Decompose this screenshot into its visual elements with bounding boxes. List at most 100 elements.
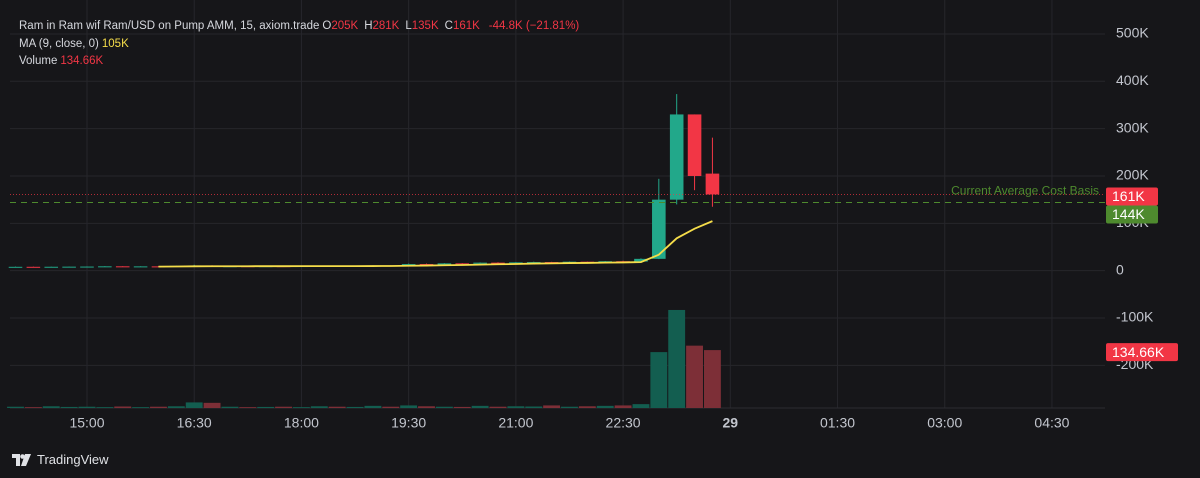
x-tick-label: 18:00	[284, 415, 319, 431]
x-tick-label: 21:00	[498, 415, 533, 431]
volume-bar	[435, 406, 453, 408]
legend-row: Ram in Ram wif Ram/USD on Pump AMM, 15, …	[19, 18, 582, 36]
candle-body	[151, 266, 166, 268]
volume-bar	[650, 352, 668, 408]
volume-bar	[96, 407, 114, 408]
candle-body	[687, 114, 702, 176]
volume-bar	[78, 406, 96, 408]
volume-bar	[578, 406, 596, 408]
y-tick-label: -100K	[1116, 309, 1154, 325]
ohlc-key: H	[364, 20, 373, 32]
candle-body	[419, 264, 434, 266]
candle-body	[80, 266, 94, 268]
logo	[12, 453, 31, 466]
y-tick-label: 200K	[1116, 167, 1149, 183]
volume-bar	[203, 402, 221, 408]
y-tick-label: 500K	[1116, 25, 1149, 41]
volume-bar	[471, 405, 489, 408]
candle-body	[509, 262, 523, 264]
volume-bar	[668, 309, 686, 408]
candle-body	[62, 266, 76, 268]
x-tick-label: 19:30	[391, 415, 426, 431]
volume-bar	[275, 406, 292, 408]
candle-body	[133, 266, 148, 268]
x-tick-label: 01:30	[820, 415, 855, 431]
volume-bar	[239, 407, 257, 408]
candle-body	[634, 258, 648, 262]
y-tick-label: 300K	[1116, 119, 1149, 135]
price-badge	[1106, 205, 1158, 224]
volume-bar	[132, 407, 150, 408]
x-tick-label: 16:30	[177, 415, 212, 431]
ohlc-value: 135K	[411, 20, 439, 32]
ohlc: O205K H281K L135K C161K	[322, 20, 485, 32]
volume-bar	[703, 350, 721, 408]
volume-bar	[686, 345, 703, 408]
candle-body	[8, 266, 23, 268]
change: -44.8K (−21.81%)	[488, 20, 580, 32]
ma-label: MA (9, close, 0)	[19, 37, 99, 50]
footer: TradingView	[12, 452, 109, 467]
volume-bar	[364, 405, 382, 408]
volume-bar	[453, 406, 471, 408]
y-tick-label: 0	[1116, 261, 1124, 277]
candle-body	[115, 266, 130, 268]
ohlc-value: 161K	[452, 20, 480, 32]
price-badge-label: 134.66K	[1112, 344, 1165, 360]
volume-bar	[614, 405, 632, 408]
volume-bar	[382, 406, 400, 408]
ohlc-key: O	[322, 20, 332, 32]
ma-line	[158, 220, 713, 268]
volume-bar	[292, 407, 310, 408]
volume-bar	[346, 406, 364, 408]
volume-bar	[328, 406, 346, 408]
chart-title: Ram in Ram wif Ram/USD on Pump AMM, 15, …	[19, 20, 320, 32]
volume-bar	[60, 406, 78, 408]
volume-bar	[507, 406, 525, 408]
volume-label: Volume	[19, 55, 58, 67]
volume-bar	[114, 406, 132, 408]
volume-bar	[418, 406, 435, 408]
price-badge	[1106, 187, 1158, 206]
ohlc-value: 281K	[372, 20, 400, 32]
volume-bar	[24, 407, 42, 408]
x-tick-label: 03:00	[927, 415, 962, 431]
candle-body	[652, 199, 666, 259]
volume-bar	[167, 406, 185, 408]
volume-bar	[561, 406, 578, 408]
volume-bar	[632, 404, 650, 408]
x-tick-label: 22:30	[606, 415, 641, 431]
volume-bar	[221, 406, 239, 408]
price-badge	[1106, 343, 1178, 362]
candle-body	[473, 262, 487, 264]
volume-bar	[489, 406, 507, 408]
x-tick-label: 04:30	[1034, 415, 1069, 431]
volume-bar	[310, 406, 328, 408]
volume-bar	[150, 406, 167, 408]
brand[interactable]: TradingView	[37, 452, 109, 467]
candle-body	[526, 262, 541, 264]
volume-bar	[42, 406, 60, 408]
ohlc-key: C	[444, 20, 453, 32]
ohlc-key: L	[405, 20, 412, 32]
volume-bar	[596, 405, 614, 408]
volume-bar	[7, 406, 24, 408]
legend: Ram in Ram wif Ram/USD on Pump AMM, 15, …	[19, 18, 582, 71]
candle-body	[437, 263, 452, 265]
ohlc-value: 205K	[331, 20, 359, 32]
candle-body	[44, 266, 59, 268]
cost-basis-text: Current Average Cost Basis	[951, 184, 1099, 198]
legend-row: MA (9, close, 0) 105K	[19, 36, 582, 54]
candle-body	[598, 261, 613, 263]
volume-bar	[400, 405, 418, 408]
x-tick-label: 15:00	[69, 415, 104, 431]
volume-value: 134.66K	[60, 55, 104, 67]
volume-bar	[185, 402, 203, 408]
volume-bar	[525, 406, 543, 408]
legend-row: Volume 134.66K	[19, 53, 582, 71]
volume-bar	[257, 406, 275, 408]
candle-body	[98, 266, 112, 268]
candle-body	[705, 173, 720, 195]
